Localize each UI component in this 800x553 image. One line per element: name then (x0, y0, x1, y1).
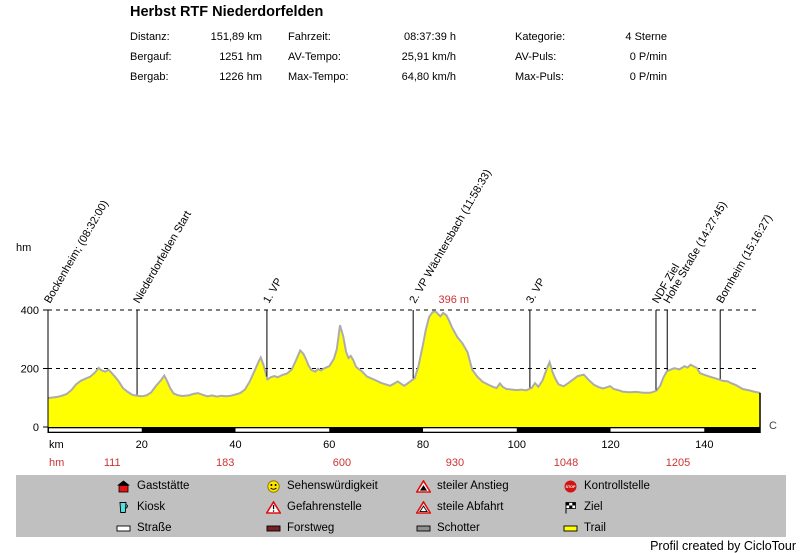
legend-item-steiler-anstieg: steiler Anstieg (416, 479, 509, 493)
climb-row-value: 930 (446, 457, 464, 469)
stat-value-bergauf: 1251 hm (219, 51, 262, 63)
legend-item-ziel: Ziel (563, 500, 603, 514)
legend-label: steile Abfahrt (437, 501, 504, 513)
stat-value-av-tempo: 25,91 km/h (401, 51, 456, 63)
scale-bar-segment (423, 428, 517, 432)
legend-item-gaststaette: Gaststätte (116, 479, 189, 493)
warning-triangle-icon (266, 500, 281, 514)
stat-value-av-puls: 0 P/min (629, 51, 667, 63)
climb-row-value: 111 (104, 457, 121, 469)
stat-value-distanz: 151,89 km (210, 31, 262, 43)
house-icon (117, 480, 130, 492)
kiosk-cup-icon (119, 501, 128, 513)
elevation-area (48, 311, 760, 427)
legend-item-schotter: Schotter (416, 521, 480, 535)
legend-item-sehenswuerdigkeit: Sehenswürdigkeit (266, 479, 378, 493)
trail-icon (563, 525, 578, 531)
y-axis-unit-label: hm (16, 242, 32, 254)
legend-label: Kiosk (137, 501, 166, 513)
climb-row-unit: hm (49, 457, 64, 469)
steep-climb-icon (416, 479, 431, 493)
scale-bar-segment (610, 428, 705, 432)
legend-label: steiler Anstieg (437, 480, 509, 492)
gravel-icon (416, 525, 431, 531)
elevation-line (47, 310, 761, 399)
stat-label-distanz: Distanz: (130, 31, 170, 43)
x-tick-label: 120 (601, 439, 619, 451)
distance-scale-bar (48, 427, 760, 433)
legend-label: Kontrollstelle (584, 480, 650, 492)
waypoint-label: Bornheim (15:16:27) (714, 213, 775, 306)
stat-label-av-tempo: AV-Tempo: (288, 51, 341, 63)
climb-row-value: 600 (333, 457, 351, 469)
stat-label-av-puls: AV-Puls: (515, 51, 557, 63)
legend-label: Ziel (584, 501, 603, 513)
waypoint-label: Bockenheim; (08:32:00) (42, 198, 111, 305)
stat-value-fahrzeit: 08:37:39 h (404, 31, 456, 43)
x-axis-unit: km (49, 439, 64, 451)
x-tick-label: 100 (508, 439, 526, 451)
stat-label-kategorie: Kategorie: (515, 31, 566, 43)
waypoint-label: 2. VP Wächtersbach (11:58:33) (407, 167, 494, 305)
x-tick-label: 140 (695, 439, 713, 451)
stat-value-max-puls: 0 P/min (629, 71, 667, 83)
legend-item-forstweg: Forstweg (266, 521, 334, 535)
footer-credit: Profil created by CicloTour (650, 539, 796, 553)
smiley-icon (267, 479, 280, 493)
peak-elevation-label: 396 m (438, 294, 469, 306)
y-tick-label: 0 (33, 422, 39, 434)
legend-item-kontrollstelle: STOP Kontrollstelle (563, 479, 650, 493)
legend-label: Straße (137, 522, 172, 534)
scale-bar-segment (49, 428, 142, 432)
stat-value-kategorie: 4 Sterne (625, 31, 667, 43)
x-tick-label: 80 (417, 439, 429, 451)
stat-label-bergab: Bergab: (130, 71, 169, 83)
legend-label: Forstweg (287, 522, 335, 534)
legend-item-gefahrenstelle: Gefahrenstelle (266, 500, 362, 514)
stop-sign-icon: STOP (564, 480, 577, 492)
svg-text:STOP: STOP (566, 485, 576, 489)
legend-label: Gaststätte (137, 480, 190, 492)
road-icon (116, 525, 131, 531)
finish-flag-icon (565, 501, 576, 513)
waypoint-label: 3. VP (524, 276, 548, 305)
page-title: Herbst RTF Niederdorfelden (130, 4, 324, 20)
waypoint-label: Niederdorfelden Start (131, 209, 194, 306)
x-tick-label: 60 (323, 439, 335, 451)
legend-item-kiosk: Kiosk (116, 500, 165, 514)
legend-label: Trail (584, 522, 606, 534)
stray-label: C (769, 420, 777, 432)
legend-item-strasse: Straße (116, 521, 172, 535)
stat-label-max-tempo: Max-Tempo: (288, 71, 349, 83)
legend-item-trail: Trail (563, 521, 606, 535)
climb-row-value: 1048 (554, 457, 578, 469)
waypoint-label: 1. VP (261, 276, 285, 305)
legend-item-steile-abfahrt: steile Abfahrt (416, 500, 503, 514)
steep-descent-icon (416, 500, 431, 514)
stat-value-bergab: 1226 hm (219, 71, 262, 83)
forest-road-icon (266, 525, 281, 531)
x-tick-label: 20 (136, 439, 148, 451)
legend-band (16, 475, 786, 537)
stat-label-fahrzeit: Fahrzeit: (288, 31, 331, 43)
x-tick-label: 40 (229, 439, 241, 451)
scale-bar-segment (235, 428, 330, 432)
y-tick-label: 400 (21, 305, 39, 317)
legend-label: Sehenswürdigkeit (287, 480, 378, 492)
climb-row-value: 1205 (666, 457, 690, 469)
stat-value-max-tempo: 64,80 km/h (401, 71, 456, 83)
legend-label: Schotter (437, 522, 480, 534)
legend-label: Gefahrenstelle (287, 501, 362, 513)
y-tick-label: 200 (21, 364, 39, 376)
stat-label-max-puls: Max-Puls: (515, 71, 564, 83)
stat-label-bergauf: Bergauf: (130, 51, 172, 63)
climb-row-value: 183 (216, 457, 234, 469)
